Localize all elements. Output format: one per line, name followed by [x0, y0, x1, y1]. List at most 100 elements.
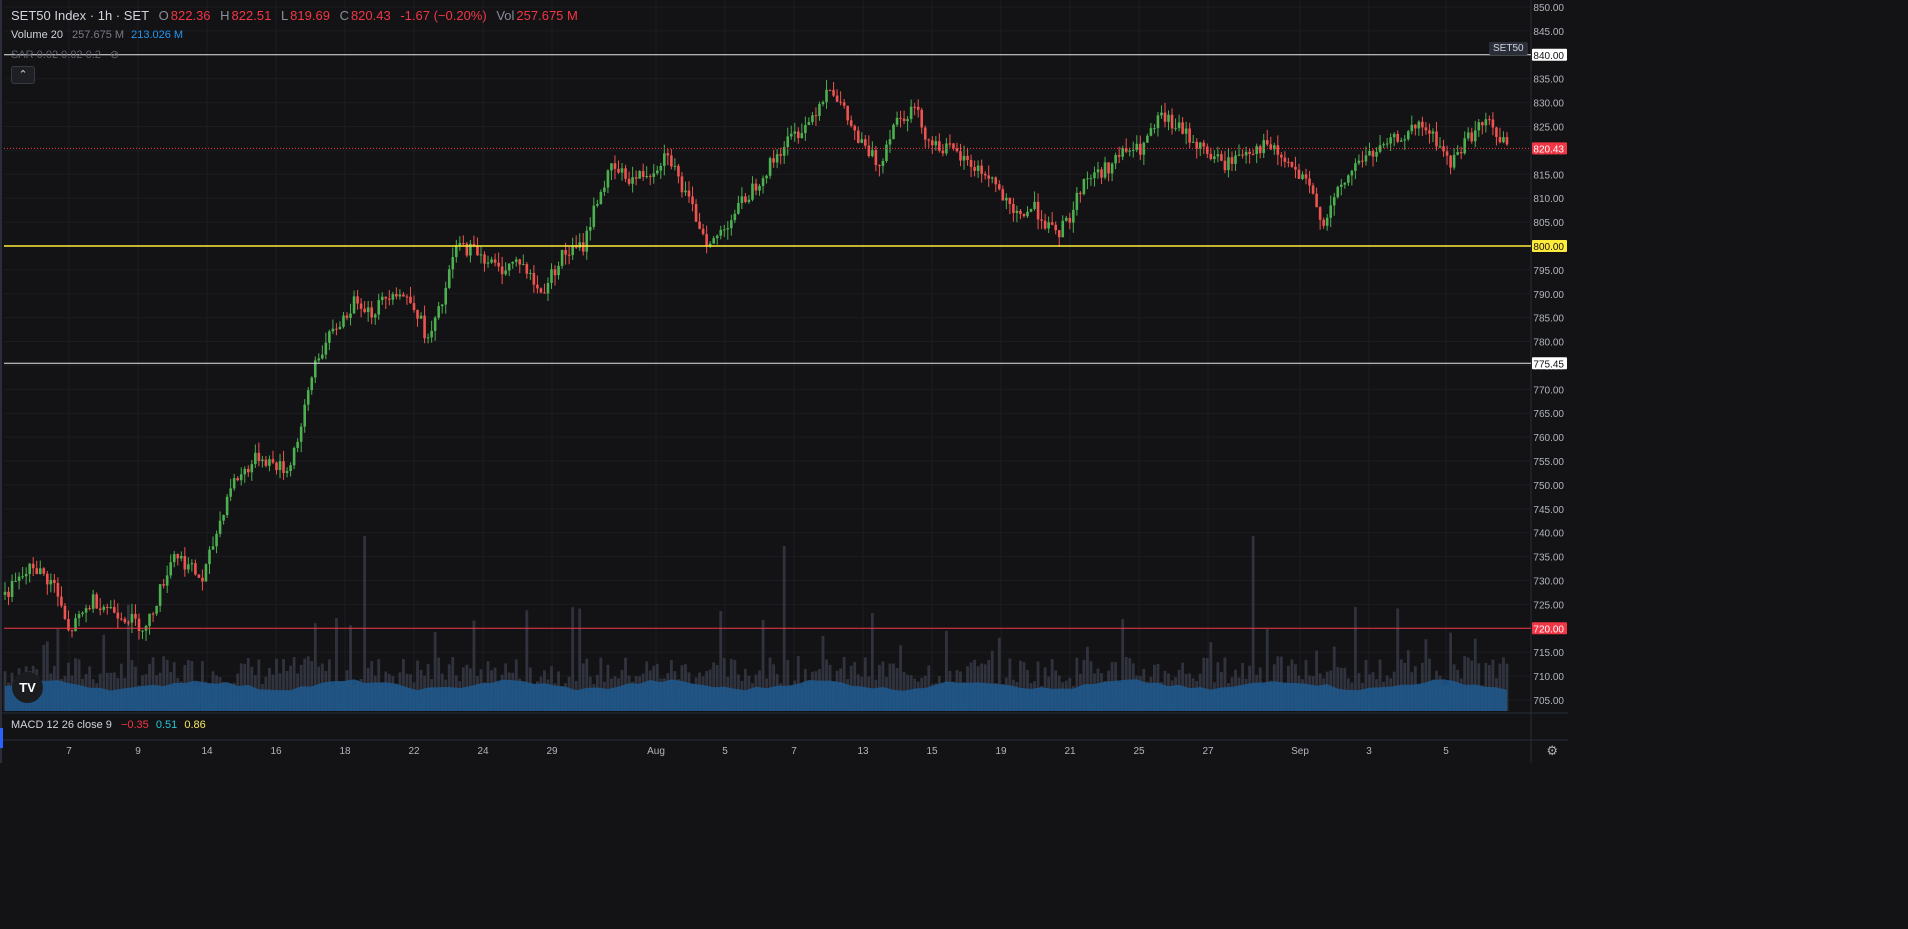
- candle-body: [761, 178, 765, 186]
- price-chart[interactable]: 850.00 845.00 840.00 835.00 830.00 825.00 820.…: [0, 0, 1568, 763]
- candle-body: [1107, 162, 1110, 174]
- candle-body: [539, 288, 543, 293]
- candle-body: [670, 155, 673, 167]
- volume-bar: [402, 658, 405, 711]
- time-tick-label: Aug: [647, 746, 665, 757]
- candle-body: [14, 580, 17, 582]
- candle-body: [423, 315, 426, 339]
- candle-body: [151, 613, 155, 615]
- volume-bar: [768, 657, 772, 711]
- candle-body: [1463, 138, 1466, 154]
- candle-body: [1269, 144, 1273, 150]
- candle-body: [1054, 224, 1057, 231]
- candle-body: [303, 404, 306, 427]
- candle-body: [1146, 135, 1149, 143]
- candle-body: [892, 124, 895, 140]
- candle-body: [966, 155, 969, 161]
- candle-body: [1339, 184, 1343, 187]
- sar-legend[interactable]: SAR 0.02 0.02 0.2 ⊘: [11, 48, 121, 61]
- low-label: L: [280, 8, 289, 23]
- candle-body: [7, 591, 10, 597]
- candle-body: [324, 342, 328, 355]
- candle-body: [455, 245, 458, 258]
- candle-body: [109, 607, 113, 609]
- candle-body: [60, 596, 63, 606]
- candle-body: [1315, 193, 1318, 208]
- candle-body: [296, 441, 299, 448]
- candle-body: [377, 300, 381, 315]
- candle-body: [973, 167, 976, 171]
- candle-body: [257, 452, 261, 462]
- time-tick-label: 25: [1133, 746, 1145, 757]
- candle-body: [430, 330, 433, 338]
- candle-body: [1061, 220, 1065, 238]
- candle-body: [1019, 210, 1022, 214]
- volume-bar: [437, 657, 441, 711]
- candle-body: [758, 185, 761, 191]
- price-tick-label: 770.00: [1533, 385, 1564, 396]
- candle-body: [1431, 131, 1435, 134]
- change-value: -1.67 (−0.20%): [400, 8, 487, 23]
- candle-body: [462, 243, 465, 245]
- candle-body: [1389, 137, 1392, 144]
- candle-body: [359, 303, 363, 309]
- price-line-label-bg: [1532, 142, 1567, 155]
- candle-body: [123, 618, 127, 623]
- candle-body: [141, 630, 144, 632]
- volume-bar: [1036, 661, 1040, 711]
- gear-icon[interactable]: ⚙: [1546, 743, 1558, 758]
- time-tick-label: 13: [857, 746, 869, 757]
- volume-bar: [1424, 639, 1428, 711]
- volume-bar: [275, 658, 278, 711]
- symbol-name[interactable]: SET50 Index · 1h · SET: [11, 8, 150, 23]
- volume-bar: [282, 659, 285, 711]
- candle-body: [1153, 128, 1156, 130]
- time-tick-label: 5: [722, 746, 728, 757]
- volume-bar: [303, 658, 307, 711]
- macd-value-3: 0.86: [184, 719, 206, 731]
- price-tick-label: 850.00: [1533, 3, 1564, 14]
- candle-body: [1114, 155, 1117, 164]
- price-line-label-bg: [1532, 48, 1567, 61]
- volume-value-2: 213.026 M: [131, 29, 184, 41]
- candle-body: [1343, 182, 1347, 185]
- candle-body: [70, 630, 74, 632]
- candle-body: [807, 122, 811, 126]
- volume-bar: [1209, 642, 1213, 711]
- tradingview-logo[interactable]: TV: [12, 672, 43, 703]
- logo-text: TV: [19, 680, 36, 695]
- candle-body: [1033, 201, 1036, 210]
- volume-bar: [899, 645, 902, 711]
- time-tick-label: 5: [1443, 746, 1449, 757]
- chart-area[interactable]: 850.00 845.00 840.00 835.00 830.00 825.00 820.…: [0, 0, 1568, 763]
- candle-body: [1318, 207, 1322, 220]
- candle-body: [814, 115, 818, 117]
- time-tick-label: 14: [201, 746, 213, 757]
- macd-legend[interactable]: MACD 12 26 close 9 −0.35 0.51 0.86: [11, 719, 208, 731]
- candle-body: [930, 140, 934, 146]
- candle-body: [158, 584, 162, 606]
- candle-body: [1484, 119, 1488, 126]
- collapse-legend-button[interactable]: ⌃: [11, 66, 35, 84]
- candle-body: [1498, 137, 1502, 143]
- candle-body: [88, 608, 91, 610]
- candle-body: [28, 563, 31, 574]
- candle-body: [91, 594, 95, 609]
- candle-body: [581, 242, 585, 252]
- candle-body: [1079, 192, 1082, 195]
- volume-legend[interactable]: Volume 20 257.675 M 213.026 M: [11, 29, 185, 41]
- candle-body: [1103, 162, 1107, 178]
- candle-body: [35, 568, 39, 575]
- candle-body: [271, 459, 275, 463]
- candle-body: [747, 199, 751, 202]
- candle-body: [1428, 130, 1431, 134]
- candle-body: [440, 304, 444, 307]
- candle-body: [469, 243, 472, 256]
- candle-body: [726, 228, 730, 230]
- candle-body: [331, 328, 335, 332]
- symbol-tag: SET50: [1489, 42, 1528, 55]
- eye-hidden-icon[interactable]: ⊘: [109, 49, 120, 61]
- candle-body: [1156, 115, 1160, 129]
- candle-body: [680, 176, 684, 193]
- open-value: 822.36: [170, 8, 211, 23]
